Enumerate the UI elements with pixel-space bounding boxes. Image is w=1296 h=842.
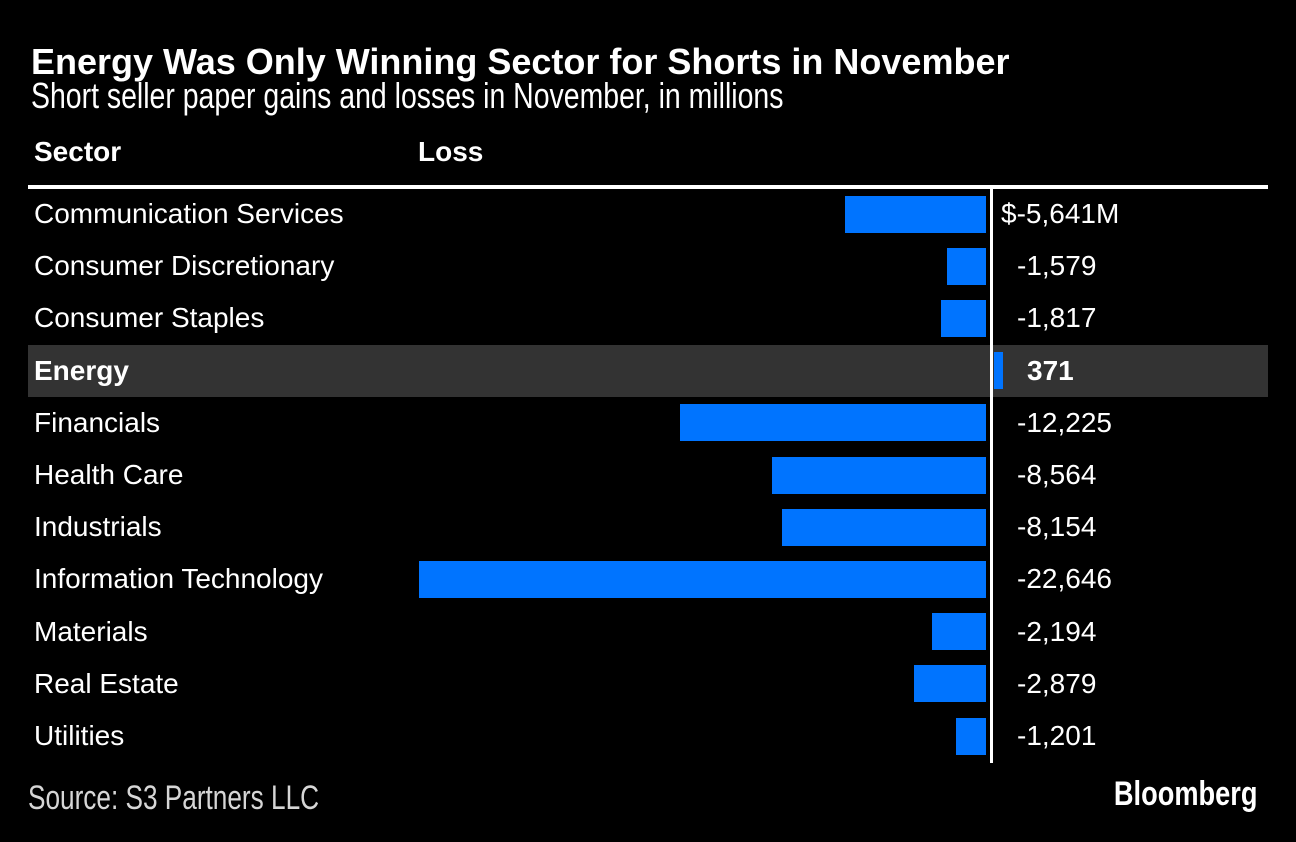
loss-bar	[419, 560, 987, 598]
loss-bar	[940, 299, 987, 337]
loss-bar	[772, 456, 987, 494]
loss-bar	[782, 508, 987, 546]
value-label: -8,564	[1017, 459, 1097, 490]
row-highlight	[28, 344, 1268, 397]
loss-bar	[946, 247, 987, 285]
bloomberg-logo: Bloomberg	[1113, 775, 1257, 813]
column-header-sector: Sector	[34, 136, 122, 167]
value-label: -22,646	[1017, 563, 1112, 595]
sector-label: Energy	[34, 354, 129, 386]
chart-row: Real Estate -2,879	[0, 658, 1296, 710]
zero-axis-line	[990, 188, 993, 763]
chart-row: Financials -12,225	[0, 397, 1296, 449]
bar-chart-rows: Communication Services $-5,641M Consumer D…	[0, 188, 1296, 763]
chart-row: Information Technology -22,646	[0, 553, 1296, 605]
sector-label: Consumer Discretionary	[34, 250, 335, 282]
value-label: -1,817	[1017, 302, 1097, 334]
loss-bar	[680, 404, 987, 442]
value-label: -12,225	[1017, 406, 1112, 438]
sector-label: Financials	[34, 406, 161, 438]
loss-bar	[931, 613, 987, 651]
chart-title: Energy Was Only Winning Sector for Short…	[31, 41, 1010, 82]
chart-subtitle: Short seller paper gains and losses in N…	[31, 75, 784, 116]
sector-label: Consumer Staples	[34, 302, 265, 334]
sector-label: Information Technology	[34, 563, 323, 595]
sector-label: Real Estate	[34, 667, 179, 699]
chart-row: Energy 371	[0, 344, 1296, 397]
chart-row: Industrials -8,154	[0, 501, 1296, 553]
value-label: -1,201	[1017, 720, 1097, 751]
loss-bar	[845, 195, 987, 233]
chart-row: Consumer Discretionary -1,579	[0, 240, 1296, 292]
chart-row: Communication Services $-5,641M	[0, 188, 1296, 240]
sector-label: Utilities	[34, 720, 125, 751]
source-note: Source: S3 Partners LLC	[28, 779, 320, 817]
value-label: 371	[1027, 354, 1074, 386]
column-header-row: Sector Loss	[0, 137, 1296, 167]
chart-row: Utilities -1,201	[0, 710, 1296, 762]
sector-label: Health Care	[34, 459, 184, 490]
chart-row: Consumer Staples -1,817	[0, 292, 1296, 344]
value-label: -2,879	[1017, 667, 1097, 699]
loss-bar	[956, 717, 987, 755]
chart-row: Health Care -8,564	[0, 449, 1296, 501]
loss-bar	[914, 665, 987, 703]
gain-bar	[993, 352, 1003, 390]
sector-label: Communication Services	[34, 198, 344, 229]
chart-row: Materials -2,194	[0, 606, 1296, 658]
value-label: -2,194	[1017, 615, 1097, 647]
header-rule	[28, 185, 1268, 189]
column-header-loss: Loss	[418, 136, 484, 167]
value-label: $-5,641M	[1001, 198, 1120, 229]
sector-label: Industrials	[34, 511, 162, 543]
value-label: -1,579	[1017, 250, 1097, 282]
value-label: -8,154	[1017, 511, 1097, 543]
sector-label: Materials	[34, 615, 148, 647]
